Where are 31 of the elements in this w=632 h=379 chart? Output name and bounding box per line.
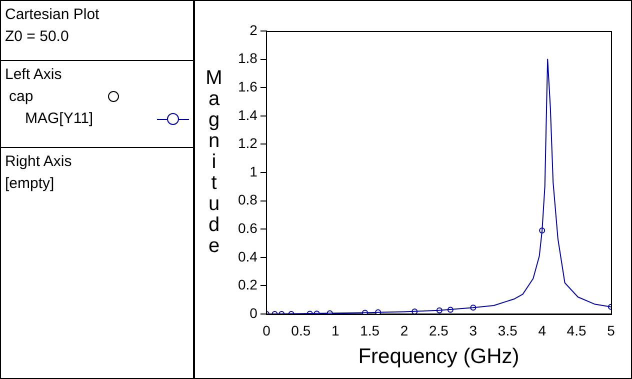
text: Cartesian Plot	[5, 5, 100, 25]
y-tick-label: 0.6	[238, 220, 258, 236]
text: Right Axis	[5, 152, 73, 172]
x-tick-label: 1.5	[360, 322, 380, 338]
y-tick-label: 1.4	[238, 106, 258, 123]
x-tick-label: 4	[538, 322, 546, 338]
y-tick-label: 2	[250, 22, 258, 38]
x-tick-label: 2	[400, 322, 408, 338]
y-tick-label: 1.8	[238, 50, 258, 66]
x-tick-label: 2.5	[428, 322, 449, 338]
y-tick-label: 1.6	[238, 78, 258, 94]
x-tick-label: 3	[469, 322, 478, 338]
y-tick-label: 0.4	[238, 248, 258, 264]
x-axis-title: Frequency (GHz)	[358, 345, 520, 368]
y-axis-title: Magnitude	[203, 67, 225, 256]
y-tick-label: 0.2	[238, 276, 258, 293]
y-tick-label: 0	[250, 304, 258, 321]
y-tick-label: 1	[250, 163, 258, 180]
x-tick-label: 5	[607, 322, 616, 338]
text: MAG[Y11]	[25, 110, 94, 127]
x-tick-label: 4.5	[566, 322, 586, 338]
x-tick-label: 1	[331, 322, 340, 338]
x-tick-label: 0.5	[291, 322, 311, 338]
y-tick-label: 0.8	[238, 192, 258, 208]
x-tick-label: 3.5	[498, 322, 518, 338]
legend-title: Left Axis	[5, 65, 63, 85]
x-tick-label: 0	[262, 322, 271, 338]
text: Z0 = 50.0	[5, 27, 70, 47]
text: cap	[9, 88, 34, 105]
text: [empty]	[5, 174, 56, 194]
y-tick-label: 1.2	[238, 135, 258, 152]
